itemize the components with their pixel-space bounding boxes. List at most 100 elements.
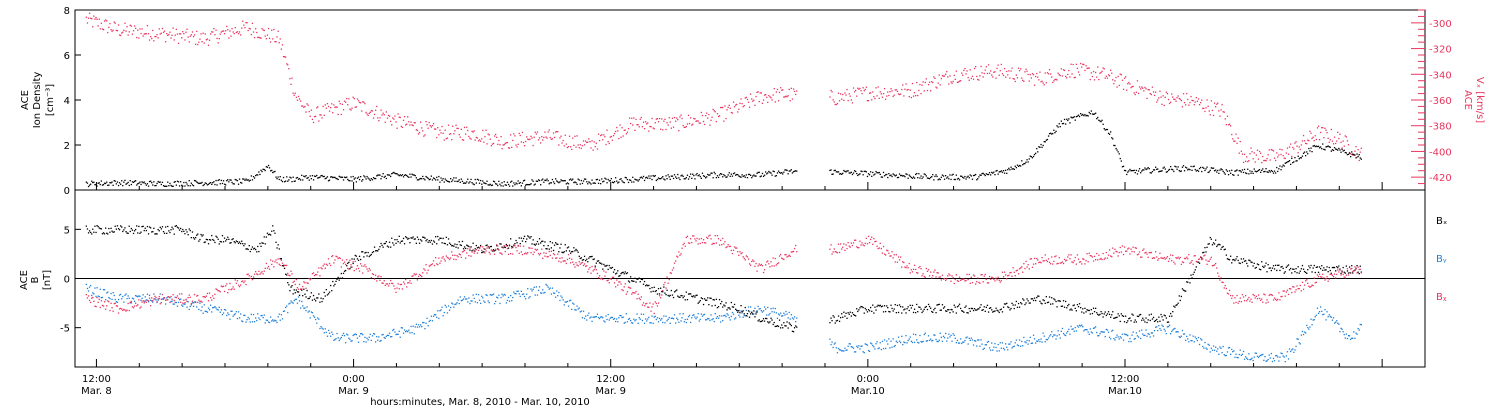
density-point — [1108, 133, 1111, 135]
bx-point — [1315, 266, 1317, 268]
bz-point — [197, 294, 199, 297]
vx-point — [177, 42, 180, 44]
by-point — [1208, 344, 1210, 346]
bx-point — [559, 247, 561, 249]
vx-point — [850, 99, 852, 101]
bx-point — [996, 309, 998, 311]
density-point — [640, 176, 642, 178]
bx-point — [864, 307, 866, 310]
bx-point — [514, 243, 516, 245]
bx-point — [708, 304, 710, 306]
vx-point — [111, 30, 113, 32]
vx-point — [426, 124, 428, 126]
density-point — [240, 181, 242, 184]
vx-point — [1014, 80, 1016, 83]
density-point — [1045, 139, 1047, 141]
density-point — [230, 179, 232, 181]
by-point — [1339, 331, 1341, 333]
vx-point — [412, 124, 414, 127]
density-point — [1243, 168, 1246, 171]
density-point — [1317, 145, 1320, 147]
vx-point — [619, 124, 621, 126]
bz-point — [114, 302, 116, 304]
density-point — [937, 179, 939, 181]
bx-point — [886, 305, 888, 307]
vx-point — [371, 110, 374, 112]
vx-point — [601, 134, 603, 136]
density-point — [762, 175, 765, 177]
bx-point — [625, 272, 627, 275]
density-point — [287, 180, 289, 182]
vx-point — [403, 116, 406, 118]
density-point — [1091, 113, 1094, 115]
bx-point — [1005, 303, 1007, 305]
by-point — [993, 346, 995, 348]
by-point — [322, 328, 324, 330]
vx-point — [513, 133, 515, 135]
vx-point — [769, 96, 771, 98]
vx-point — [452, 125, 454, 127]
by-point — [405, 331, 407, 333]
density-point — [947, 176, 949, 178]
vx-point — [573, 144, 575, 146]
vx-point — [729, 107, 731, 109]
density-point — [837, 171, 840, 173]
by-point — [881, 340, 884, 343]
density-point — [131, 181, 134, 183]
by-point — [94, 287, 96, 289]
bz-point — [365, 266, 367, 268]
by-point — [650, 322, 652, 324]
by-point — [766, 314, 768, 316]
by-point — [1256, 355, 1259, 357]
bx-point — [326, 294, 329, 296]
vx-point — [737, 111, 739, 113]
bx-point — [760, 320, 762, 323]
vx-point — [451, 139, 453, 141]
density-point — [664, 179, 666, 181]
vx-point — [637, 124, 639, 126]
bx-point — [1211, 244, 1214, 246]
vx-point — [1035, 75, 1037, 78]
by-point — [126, 297, 128, 300]
vx-point — [316, 107, 318, 109]
bz-point — [116, 305, 119, 307]
bz-point — [241, 280, 243, 283]
by-point — [186, 306, 188, 308]
bx-point — [431, 243, 434, 245]
bz-point — [142, 300, 144, 302]
vx-point — [1180, 100, 1182, 102]
bz-point — [135, 302, 137, 304]
density-point — [1230, 172, 1232, 174]
vx-point — [712, 108, 714, 111]
by-point — [529, 296, 531, 298]
bx-point — [1120, 313, 1122, 315]
bx-point — [523, 235, 526, 237]
by-point — [647, 318, 649, 320]
by-point — [1104, 336, 1106, 338]
vx-point — [502, 144, 504, 146]
by-point — [418, 326, 421, 328]
density-point — [280, 179, 282, 181]
by-point — [1322, 314, 1324, 316]
bx-point — [676, 289, 678, 291]
density-point — [987, 173, 990, 176]
density-point — [226, 180, 228, 182]
by-point — [1105, 328, 1107, 331]
bx-point — [1112, 311, 1114, 313]
bx-point — [707, 297, 709, 299]
density-point — [1040, 143, 1042, 146]
vx-point — [1089, 78, 1091, 81]
by-point — [1066, 332, 1068, 334]
bx-point — [643, 280, 646, 283]
density-point — [1133, 169, 1135, 171]
density-point — [437, 179, 439, 181]
vx-point — [1225, 124, 1227, 126]
by-point — [900, 341, 902, 344]
bx-point — [1002, 306, 1005, 308]
bz-point — [257, 273, 259, 276]
right-ytick-label: -300 — [1429, 19, 1452, 30]
bx-point — [322, 298, 324, 300]
vx-point — [526, 136, 528, 138]
bz-point — [244, 280, 246, 282]
by-point — [502, 295, 504, 297]
